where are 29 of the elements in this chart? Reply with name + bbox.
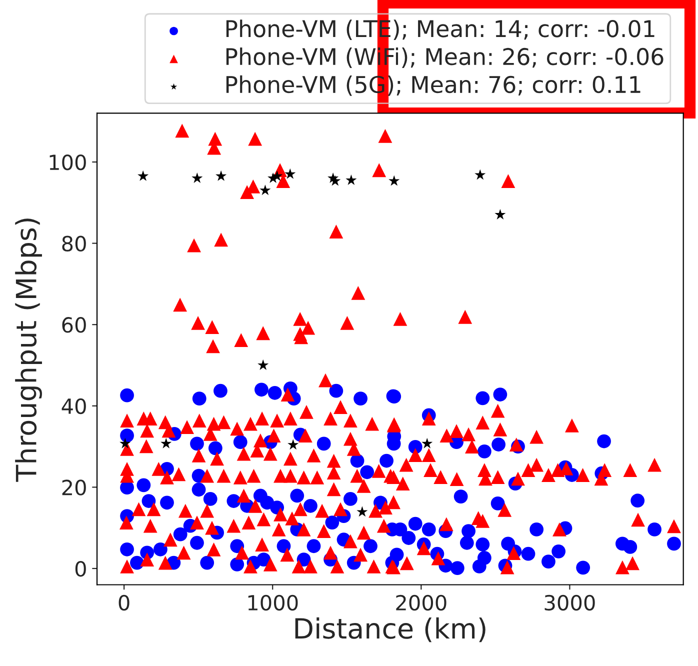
y-tick-label: 60 [62, 317, 86, 333]
point [330, 175, 341, 186]
point [260, 184, 271, 196]
point [422, 438, 433, 448]
x-tick-label: 3000 [544, 594, 595, 611]
y-tick-label: 80 [62, 236, 86, 252]
point [346, 174, 357, 185]
point [120, 438, 131, 448]
point [160, 438, 172, 448]
point [494, 209, 506, 220]
y-axis-title: Throughput (Mbps) [15, 218, 42, 482]
y-tick-label: 100 [50, 154, 86, 170]
point [388, 175, 400, 186]
x-tick-label: 2000 [396, 594, 446, 611]
y-tick-label: 0 [75, 560, 86, 577]
point [258, 359, 269, 370]
point [288, 439, 299, 450]
point [192, 172, 203, 183]
y-tick-label: 20 [62, 480, 86, 496]
point [272, 170, 283, 181]
x-axis-title: Distance (km) [295, 617, 486, 642]
x-tick-label: 0 [118, 594, 130, 611]
x-tick-label: 1000 [248, 594, 298, 611]
point [138, 170, 149, 181]
point [216, 170, 227, 181]
point [284, 168, 296, 179]
point [474, 169, 486, 180]
point [356, 506, 368, 517]
y-tick-label: 40 [62, 398, 86, 414]
